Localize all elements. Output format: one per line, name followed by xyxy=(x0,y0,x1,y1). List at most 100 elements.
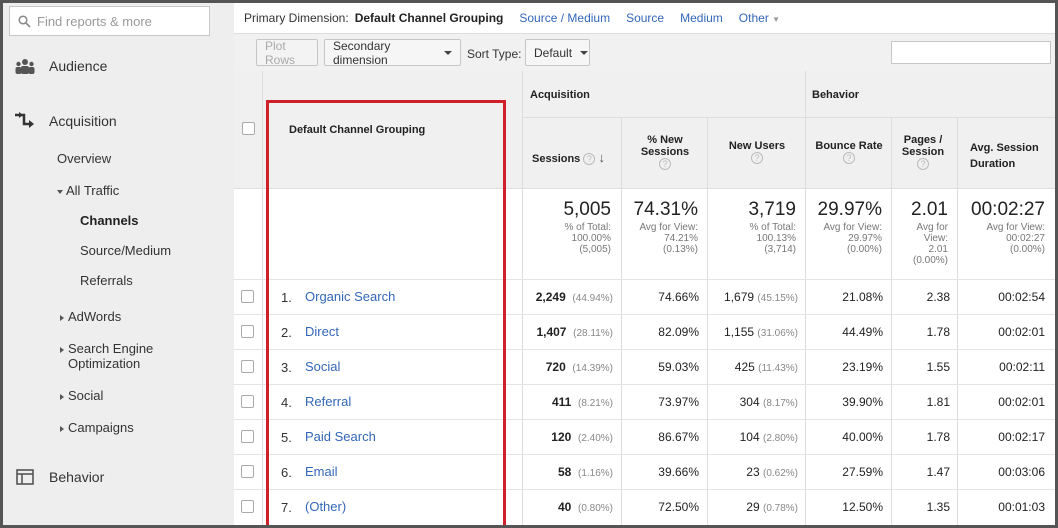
dimension-other-dropdown[interactable]: Other ▼ xyxy=(739,11,780,25)
sessions-percent: (0.80%) xyxy=(577,503,613,514)
dimension-link-source[interactable]: Source xyxy=(626,11,665,25)
new-users-cell: 304 (8.17%) xyxy=(740,395,798,409)
table-row: 5. Paid Search 120 (2.40%) 86.67% 104 (2.80%… xyxy=(234,419,1055,455)
sub-line: Avg for View: xyxy=(639,222,698,233)
table-row: 4. Referral 411 (8.21%) 73.97% 304 (8.17%) 39… xyxy=(234,384,1055,420)
nav-audience[interactable]: Audience xyxy=(3,55,107,77)
new-users-value: 1,679 xyxy=(724,290,755,304)
report-search-box[interactable]: Find reports & more xyxy=(9,6,210,36)
sub-line: 2.01 xyxy=(928,244,948,255)
bounce-rate-value: 44.49% xyxy=(842,325,883,339)
sessions-cell: 2,249 (44.94%) xyxy=(536,290,613,304)
row-checkbox[interactable] xyxy=(241,465,254,478)
sort-type-dropdown[interactable]: Default xyxy=(525,39,590,66)
column-divider xyxy=(891,455,892,490)
dimension-link-source-medium[interactable]: Source / Medium xyxy=(519,11,611,25)
channel-link[interactable]: Social xyxy=(305,359,341,374)
row-checkbox[interactable] xyxy=(241,500,254,513)
channel-link[interactable]: Organic Search xyxy=(305,289,396,304)
new-sessions-value: 73.97% xyxy=(658,395,699,409)
column-divider xyxy=(957,385,958,420)
dimension-link-medium[interactable]: Medium xyxy=(680,11,723,25)
secondary-dimension-dropdown[interactable]: Secondary dimension xyxy=(324,39,461,67)
plot-rows-button[interactable]: Plot Rows xyxy=(256,39,318,67)
sessions-header-label: Sessions xyxy=(532,153,581,165)
totals-dimension-cell xyxy=(263,189,523,280)
select-all-checkbox[interactable] xyxy=(242,122,255,135)
avg-duration-value: 00:02:54 xyxy=(998,290,1045,304)
sort-descending-icon[interactable]: ↓ xyxy=(598,150,605,165)
nav-social-label: Social xyxy=(68,388,104,403)
sessions-value: 411 xyxy=(551,395,572,409)
row-checkbox[interactable] xyxy=(241,430,254,443)
row-checkbox[interactable] xyxy=(241,360,254,373)
channel-link[interactable]: Email xyxy=(305,464,338,479)
nav-adwords[interactable]: AdWords xyxy=(60,309,121,324)
bounce-rate-column-header[interactable]: Bounce Rate? xyxy=(808,140,890,165)
help-icon[interactable]: ? xyxy=(751,152,763,165)
column-divider xyxy=(522,280,523,315)
column-divider xyxy=(805,455,806,490)
chevron-down-icon: ▼ xyxy=(772,15,781,24)
sessions-cell: 58 (1.16%) xyxy=(558,465,613,479)
nav-acquisition[interactable]: Acquisition xyxy=(3,110,117,132)
sessions-percent: (44.94%) xyxy=(572,293,613,304)
audience-icon xyxy=(13,55,37,77)
channel-link[interactable]: Paid Search xyxy=(305,429,376,444)
new-users-column-header[interactable]: New Users? xyxy=(710,140,804,165)
nav-channels[interactable]: Channels xyxy=(80,213,139,228)
help-icon[interactable]: ? xyxy=(843,152,855,165)
new-sessions-value: 74.66% xyxy=(658,290,699,304)
new-sessions-header-label: % New Sessions xyxy=(640,134,690,158)
row-number: 2. xyxy=(281,325,292,340)
new-users-cell: 29 (0.78%) xyxy=(746,500,798,514)
nav-all-traffic[interactable]: All Traffic xyxy=(57,183,119,198)
column-divider xyxy=(707,385,708,420)
nav-social[interactable]: Social xyxy=(60,388,103,403)
row-checkbox[interactable] xyxy=(241,325,254,338)
row-checkbox[interactable] xyxy=(241,290,254,303)
row-number: 4. xyxy=(281,395,292,410)
sessions-column-header[interactable]: Sessions ? ↓ xyxy=(532,150,605,166)
nav-referrals[interactable]: Referrals xyxy=(80,273,133,288)
help-icon[interactable]: ? xyxy=(583,153,596,166)
nav-campaigns[interactable]: Campaigns xyxy=(60,420,134,435)
nav-seo[interactable]: Search Engine Optimization xyxy=(60,341,153,371)
help-icon[interactable]: ? xyxy=(917,158,929,171)
pages-session-column-header[interactable]: Pages / Session? xyxy=(898,134,948,171)
acquisition-icon xyxy=(13,110,37,132)
new-sessions-value: 72.50% xyxy=(658,500,699,514)
report-main: Primary Dimension: Default Channel Group… xyxy=(234,3,1055,525)
column-divider xyxy=(522,455,523,490)
help-icon[interactable]: ? xyxy=(659,158,671,171)
collapsed-caret-icon xyxy=(60,346,64,353)
nav-source-medium[interactable]: Source/Medium xyxy=(80,243,172,258)
totals-new-sessions-cell xyxy=(622,189,708,280)
channel-link[interactable]: Direct xyxy=(305,324,339,339)
row-number: 3. xyxy=(281,360,292,375)
sessions-value: 58 xyxy=(557,465,572,479)
new-users-cell: 104 (2.80%) xyxy=(740,430,798,444)
row-checkbox[interactable] xyxy=(241,395,254,408)
sidebar: Find reports & more Audience Acquisition… xyxy=(3,3,234,525)
table-row: 7. (Other) 40 (0.80%) 72.50% 29 (0.78%) 12.50… xyxy=(234,489,1055,525)
sessions-percent: (8.21%) xyxy=(577,398,613,409)
nav-overview[interactable]: Overview xyxy=(57,151,112,166)
column-divider xyxy=(621,420,622,455)
sort-type-label: Sort Type: xyxy=(467,47,522,61)
row-number: 1. xyxy=(281,290,292,305)
avg-duration-column-header[interactable]: Avg. Session Duration xyxy=(970,140,1055,172)
nav-behavior[interactable]: Behavior xyxy=(3,466,104,488)
sub-line: (0.00%) xyxy=(1009,244,1045,255)
new-sessions-column-header[interactable]: % New Sessions? xyxy=(626,134,704,171)
column-divider xyxy=(707,350,708,385)
dimension-column-header[interactable]: Default Channel Grouping xyxy=(289,124,426,136)
column-divider xyxy=(805,490,806,525)
channel-link[interactable]: Referral xyxy=(305,394,352,409)
column-divider xyxy=(957,315,958,350)
table-filter-input[interactable] xyxy=(891,41,1051,64)
new-users-percent: (8.17%) xyxy=(762,398,798,409)
sub-line: (0.13%) xyxy=(662,244,698,255)
channel-link[interactable]: (Other) xyxy=(305,499,347,514)
total-avg-duration: 00:02:27 xyxy=(971,199,1045,220)
